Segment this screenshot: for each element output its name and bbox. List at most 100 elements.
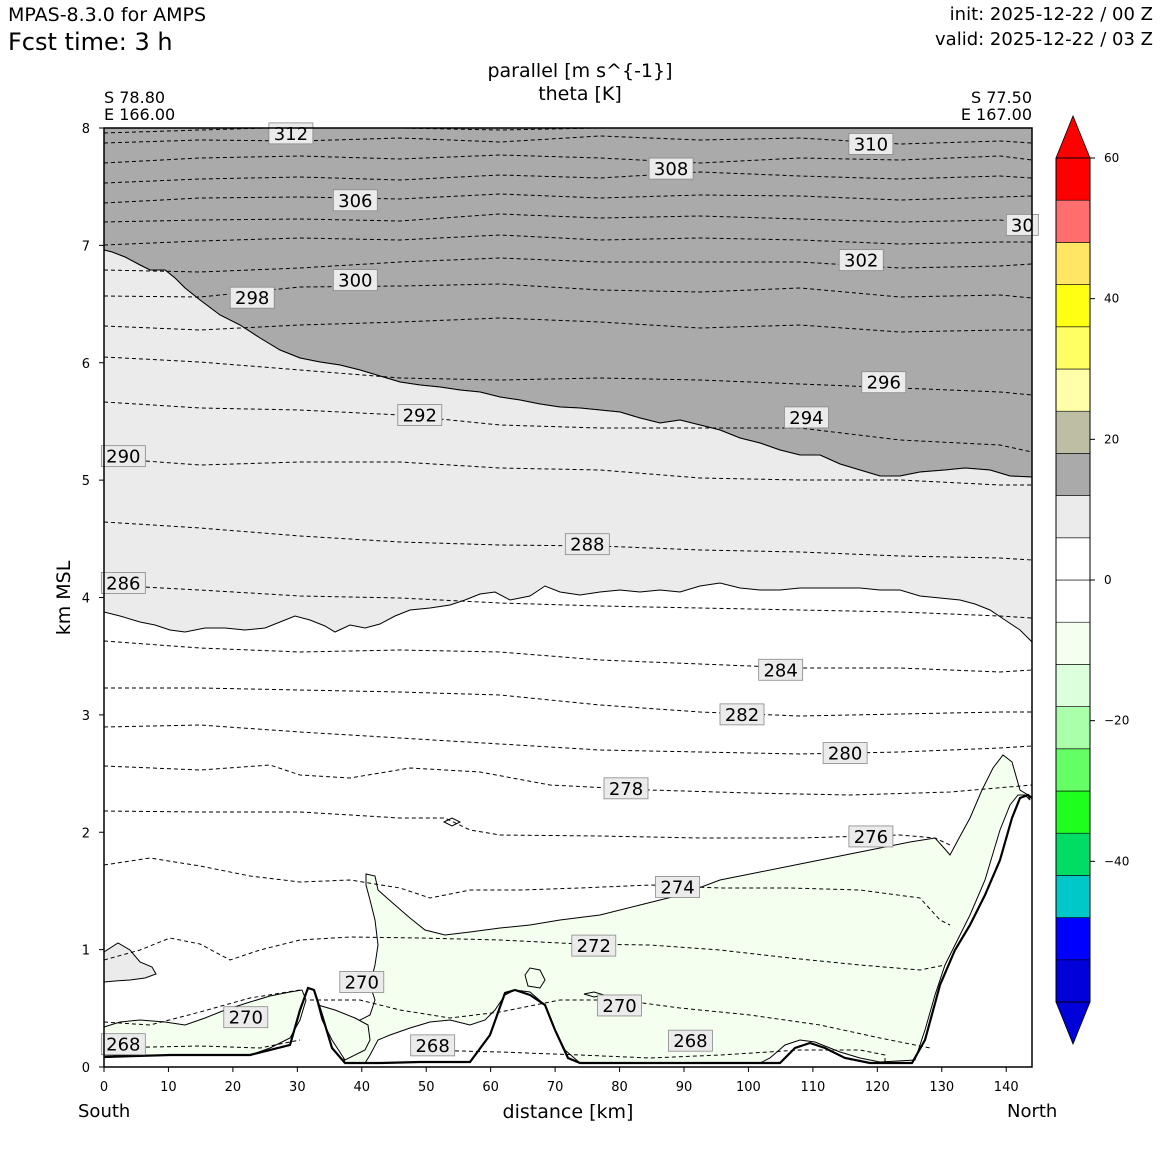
contour-label-text: 308 xyxy=(654,159,688,180)
x-tick-label: 110 xyxy=(800,1080,825,1095)
y-tick-label: 8 xyxy=(82,122,90,137)
theta-line xyxy=(419,1049,886,1062)
contour-label: 270 xyxy=(223,1006,269,1029)
x-tick-label: 50 xyxy=(418,1080,435,1095)
colorbar-segment xyxy=(1055,832,1091,876)
contour-label: 308 xyxy=(648,157,694,180)
contour-label: 284 xyxy=(758,658,804,681)
theta-line xyxy=(104,640,1032,673)
colorbar-segment xyxy=(1055,875,1091,918)
theta-line xyxy=(104,1039,301,1049)
colorbar-segment xyxy=(1055,284,1091,328)
contour-label: 272 xyxy=(571,934,617,957)
colorbar-tick-label: 40 xyxy=(1104,292,1119,306)
contour-label: 280 xyxy=(822,742,868,765)
theta-line xyxy=(104,213,1032,224)
colorbar-tick-label: −20 xyxy=(1104,714,1129,728)
theta-line xyxy=(104,521,1032,561)
contour-label-text: 268 xyxy=(415,1036,449,1057)
contour-label-text: 270 xyxy=(602,996,636,1017)
y-tick-label: 6 xyxy=(82,357,90,372)
colorbar xyxy=(1055,114,1091,1046)
x-tick-label: 90 xyxy=(676,1080,693,1095)
x-tick-label: 0 xyxy=(100,1080,108,1095)
colorbar-segment xyxy=(1055,537,1091,581)
x-axis-ticks: 0 10 20 30 40 50 60 70 80 90 100 110 120 130 140 xyxy=(100,1067,1019,1095)
contour-label-box xyxy=(397,404,443,426)
theta-line xyxy=(104,234,1032,246)
y-tick-label: 0 xyxy=(82,1061,90,1076)
contour-label-box xyxy=(100,572,146,594)
theta-line xyxy=(104,356,1032,396)
left-end-longitude: E 166.00 xyxy=(104,105,176,124)
contour-label: 276 xyxy=(848,825,894,848)
contour-label-box xyxy=(758,658,804,681)
contour-label-text: 300 xyxy=(338,271,372,292)
contour-label: 268 xyxy=(100,1033,146,1056)
chart-title: parallel [m s^{-1}] xyxy=(487,60,673,82)
x-tick-label: 20 xyxy=(225,1080,242,1095)
init-time: init: 2025-12-22 / 00 Z xyxy=(949,4,1153,25)
contour-label-text: 272 xyxy=(577,936,611,957)
theta-line xyxy=(104,154,1032,164)
colorbar-segment xyxy=(1055,664,1091,707)
contour-label-text: 30 xyxy=(1011,215,1034,236)
contour-label-text: 294 xyxy=(789,408,823,429)
contour-label: 298 xyxy=(229,286,275,309)
theta-line xyxy=(104,764,1032,796)
theta-line xyxy=(310,999,931,1049)
x-tick-label: 140 xyxy=(994,1080,1019,1095)
colorbar-min-extension xyxy=(1055,1001,1091,1046)
y-axis-ticks: 0 1 2 3 4 5 6 7 8 xyxy=(82,122,104,1076)
contour-label-box xyxy=(332,269,378,291)
colorbar-segment xyxy=(1055,157,1091,201)
contour-label: 290 xyxy=(100,445,146,468)
contour-label-box xyxy=(848,133,894,155)
contour-label-text: 280 xyxy=(828,744,862,765)
contour-label: 288 xyxy=(564,533,610,556)
theta-line xyxy=(104,317,1032,333)
theta-line xyxy=(104,193,1032,204)
x-tick-label: 60 xyxy=(482,1080,499,1095)
colorbar-segment xyxy=(1055,368,1091,412)
contour-label-box xyxy=(822,742,868,765)
theta-line xyxy=(104,401,1032,453)
south-label: South xyxy=(78,1101,131,1122)
colorbar-segment xyxy=(1055,959,1091,1003)
theta-line xyxy=(104,171,1032,184)
contour-label: 286 xyxy=(100,572,146,594)
contour-label-box xyxy=(223,1006,269,1029)
contour-label-text: 306 xyxy=(338,191,372,212)
terrain-profile xyxy=(104,793,1032,1065)
colorbar-tick-label: 0 xyxy=(1104,573,1112,587)
theta-line xyxy=(104,724,1032,755)
contour-label: 282 xyxy=(719,703,765,726)
contour-label-text: 312 xyxy=(274,124,308,145)
right-end-latitude: S 77.50 xyxy=(970,88,1032,107)
colorbar-tick-label: −40 xyxy=(1104,854,1129,868)
x-tick-label: 40 xyxy=(354,1080,371,1095)
contour-label: 302 xyxy=(838,249,884,272)
x-tick-label: 120 xyxy=(865,1080,890,1095)
colorbar-segment xyxy=(1055,706,1091,750)
contour-label: 292 xyxy=(397,404,443,427)
model-title: MPAS-8.3.0 for AMPS xyxy=(8,4,207,26)
contour-label: 30 xyxy=(1005,214,1039,236)
x-tick-label: 80 xyxy=(611,1080,628,1095)
contour-label-box xyxy=(571,934,617,957)
contour-label-text: 268 xyxy=(673,1031,707,1052)
colorbar-segment xyxy=(1055,410,1091,454)
x-tick-label: 30 xyxy=(289,1080,306,1095)
contour-label-box xyxy=(655,876,700,898)
contour-label-text: 286 xyxy=(106,573,140,594)
x-tick-label: 130 xyxy=(929,1080,954,1095)
theta-line xyxy=(104,857,951,926)
contour-label-box xyxy=(648,157,694,180)
y-tick-label: 1 xyxy=(82,944,90,959)
colorbar-tick-label: 60 xyxy=(1104,151,1119,165)
theta-line xyxy=(104,687,1032,717)
chart-subtitle: theta [K] xyxy=(538,83,622,105)
contour-label: 270 xyxy=(597,994,642,1017)
theta-line xyxy=(104,457,1032,486)
